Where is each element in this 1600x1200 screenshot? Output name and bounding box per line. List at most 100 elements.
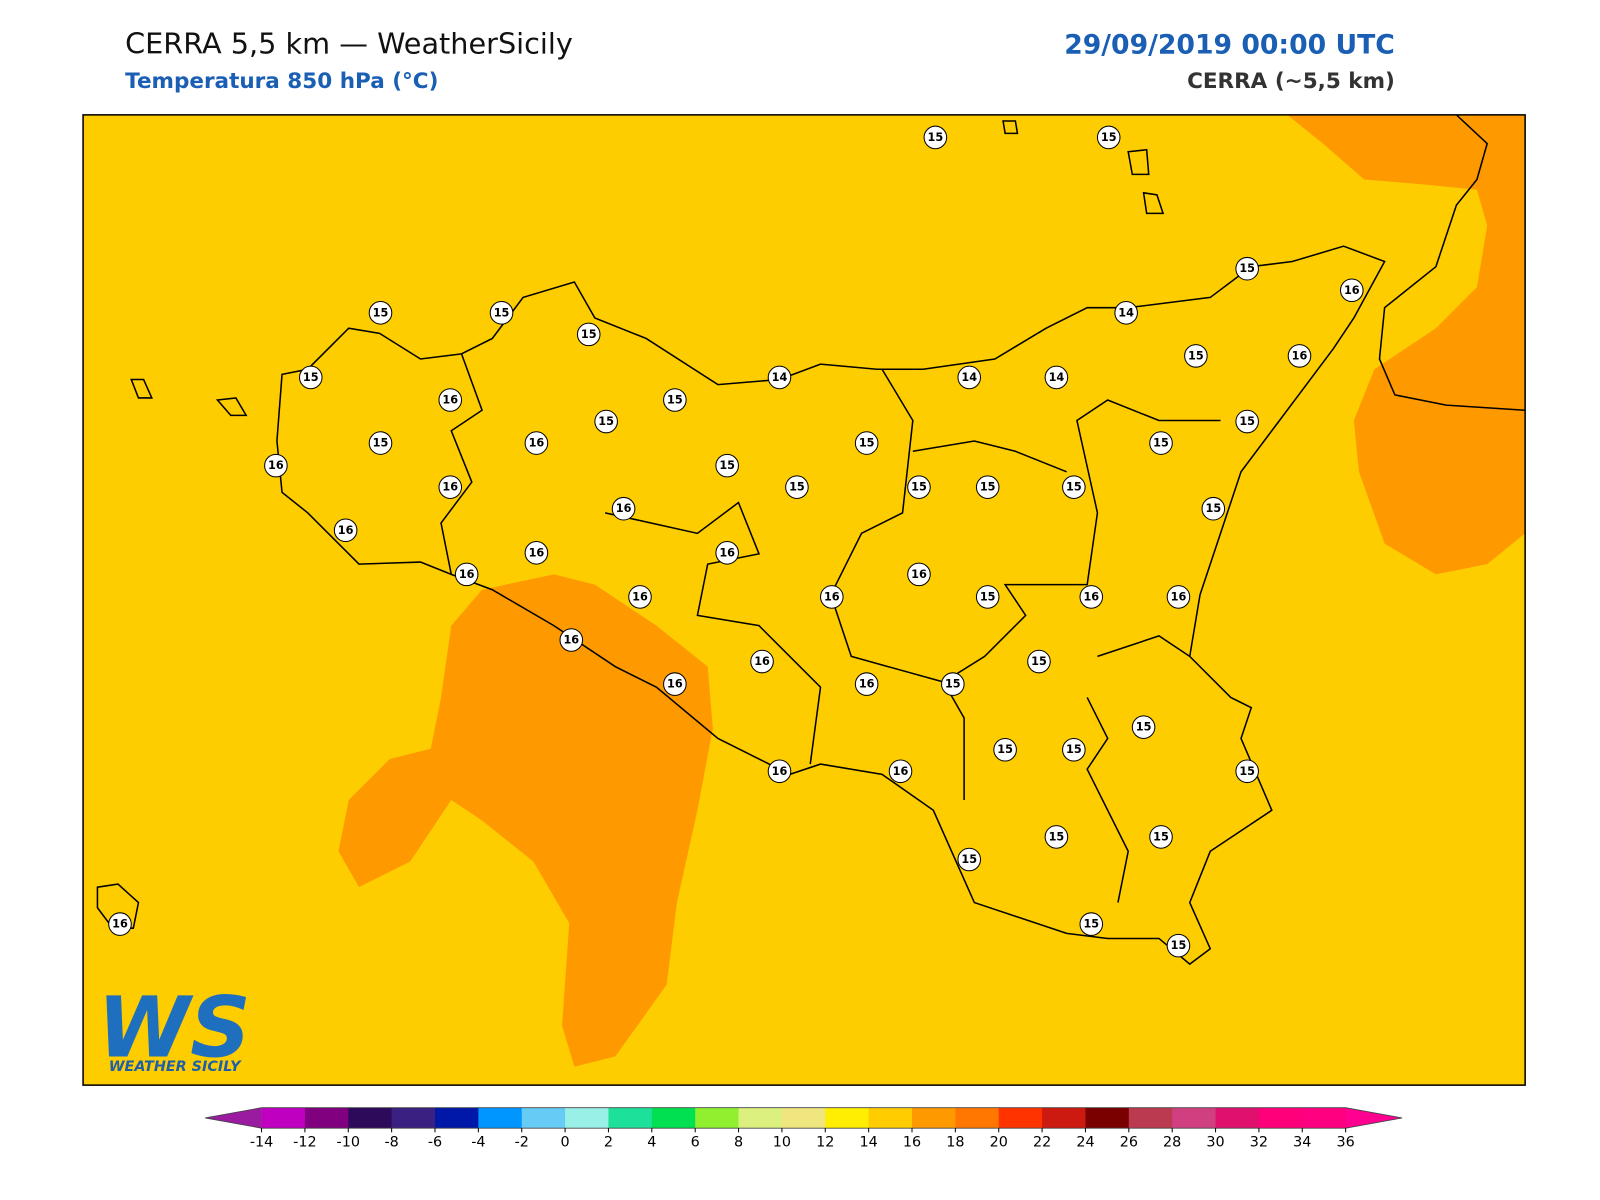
station: 16 [1339,278,1364,303]
colorbar-tick-label: 30 [1206,1135,1224,1151]
station-value: 15 [598,415,614,428]
station-marker [1062,475,1086,499]
station-value: 14 [961,371,977,384]
colorbar-segment [1215,1107,1260,1129]
station-value: 15 [1188,349,1204,362]
station-marker [1131,715,1156,739]
station-marker [888,759,913,784]
station-marker [454,562,479,587]
colorbar-tick-label: -12 [293,1135,316,1151]
colorbar-tick-label: 36 [1337,1135,1355,1151]
station-marker [333,518,358,543]
station: 16 [524,431,549,455]
station-marker [298,365,323,390]
station-marker [611,496,636,521]
station-marker [1235,759,1259,784]
station-marker [1339,278,1364,303]
station: 15 [1079,912,1104,936]
colorbar-tick-label: 10 [773,1135,791,1151]
station-value: 15 [945,678,961,691]
station: 16 [264,453,288,478]
station: 15 [1235,759,1259,784]
map-frame [82,114,1526,1086]
station-marker [663,388,687,412]
station-value: 15 [1066,481,1082,494]
station-marker [1166,585,1191,609]
station-marker [975,475,1000,499]
station-marker [715,541,739,565]
station-value: 16 [772,765,788,778]
station-marker [957,847,982,872]
station-marker [1235,256,1259,281]
colorbar-segment [1128,1107,1173,1129]
station: 15 [1235,256,1259,281]
station-marker [1201,496,1226,521]
colorbar-segment [565,1107,609,1129]
station: 16 [454,562,479,587]
station-marker [957,365,982,390]
colorbar-segment [998,1107,1043,1129]
station-marker [576,322,601,347]
station-marker [108,912,132,936]
station-value: 16 [529,546,545,559]
station-value: 15 [1205,502,1221,515]
colorbar-segment [348,1107,393,1129]
station: 16 [438,475,463,499]
station: 15 [941,672,965,696]
station: 16 [611,496,636,521]
station-marker [767,759,792,784]
station-marker [715,453,739,478]
station: 16 [1166,585,1191,609]
station-value: 16 [859,678,875,691]
station-value: 16 [1083,590,1099,603]
title: CERRA 5,5 km — WeatherSicily [125,26,573,60]
station-value: 15 [859,437,875,450]
station-marker [594,409,618,434]
colorbar-segment [391,1107,436,1129]
colorbar-segment [912,1107,956,1129]
station: 14 [957,365,982,390]
station: 15 [975,585,1000,609]
station: 16 [333,518,358,543]
station-marker [907,475,931,499]
colorbar-tick-label: 18 [946,1135,964,1151]
station-marker [1096,125,1121,150]
station: 16 [715,541,739,565]
station: 15 [1149,825,1173,849]
station-value: 15 [961,853,977,866]
station-marker [663,672,687,696]
colorbar-segment [651,1107,696,1129]
colorbar-tick-label: -10 [337,1135,360,1151]
station: 15 [1044,825,1069,849]
station: 16 [888,759,913,784]
station-marker [1287,344,1312,368]
station-marker [785,475,809,499]
colorbar-under [205,1107,262,1129]
station-value: 16 [893,765,909,778]
logo-mark: WS [97,978,250,1076]
colorbar-segment [1172,1107,1217,1129]
colorbar-tick-label: 4 [647,1135,656,1151]
colorbar-over [1345,1107,1403,1129]
station-value: 15 [1101,131,1117,144]
station-value: 16 [563,634,579,647]
station-value: 16 [1171,590,1187,603]
station: 16 [750,649,774,674]
colorbar-segment [478,1107,523,1129]
colorbar-tick-label: 8 [734,1135,743,1151]
station-marker [524,431,549,455]
station-value: 16 [824,590,840,603]
station-marker [907,562,931,587]
colorbar-tick-label: 28 [1163,1135,1181,1151]
stations: 15 15 15 16 15 15 15 14 15 16 15 14 14 14 15 16 15 16 15 16… [108,125,1364,958]
model-label: CERRA (~5,5 km) [1187,69,1395,94]
station-marker [1235,409,1259,434]
colorbar: -14 -12 -10 -8 -6 -4 -2 0 2 4 6 8 10 12 14 16 18 20 22 24 26… [205,1107,1403,1151]
station-value: 15 [719,459,735,472]
station-marker [1114,301,1138,325]
station: 15 [489,301,514,325]
colorbar-tick-label: -14 [250,1135,273,1151]
colorbar-segment [521,1107,566,1129]
